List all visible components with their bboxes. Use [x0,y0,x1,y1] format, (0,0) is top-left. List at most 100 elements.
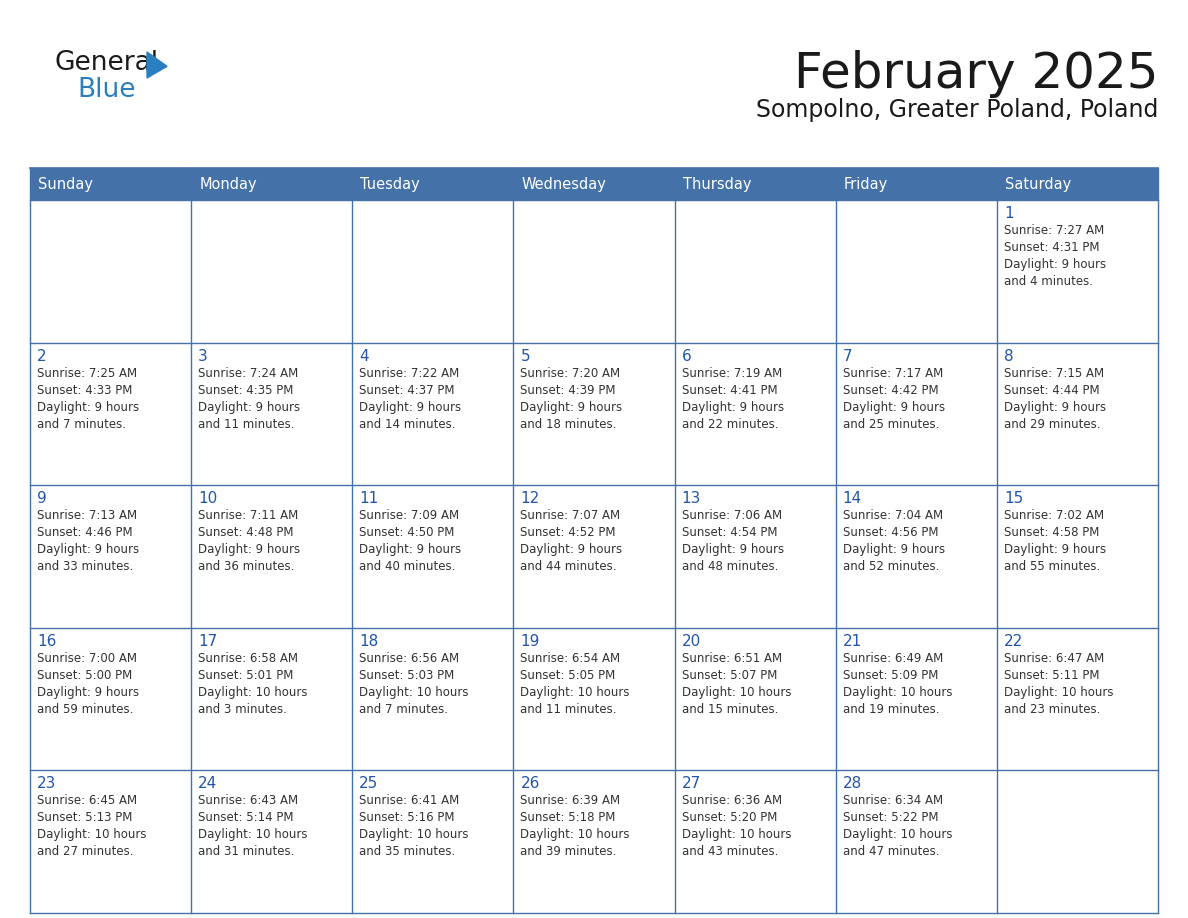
Text: Sunrise: 7:24 AM: Sunrise: 7:24 AM [198,366,298,380]
Text: Sunset: 4:56 PM: Sunset: 4:56 PM [842,526,939,539]
Text: Sunset: 5:20 PM: Sunset: 5:20 PM [682,812,777,824]
Text: Sunset: 5:18 PM: Sunset: 5:18 PM [520,812,615,824]
Text: Sunrise: 7:20 AM: Sunrise: 7:20 AM [520,366,620,380]
Text: and 33 minutes.: and 33 minutes. [37,560,133,573]
Text: Thursday: Thursday [683,176,751,192]
Bar [513,486,675,628]
Text: Daylight: 9 hours: Daylight: 9 hours [682,543,784,556]
Text: Daylight: 9 hours: Daylight: 9 hours [842,400,944,414]
Text: 19: 19 [520,633,539,649]
Text: and 48 minutes.: and 48 minutes. [682,560,778,573]
Text: and 14 minutes.: and 14 minutes. [359,418,456,431]
Bar [353,168,513,200]
Text: Sunrise: 6:43 AM: Sunrise: 6:43 AM [198,794,298,808]
Bar [513,342,675,486]
Text: Sunset: 4:37 PM: Sunset: 4:37 PM [359,384,455,397]
Bar [191,770,353,913]
Text: 20: 20 [682,633,701,649]
Text: 5: 5 [520,349,530,364]
Text: 14: 14 [842,491,862,506]
Text: and 47 minutes.: and 47 minutes. [842,845,940,858]
Text: 12: 12 [520,491,539,506]
Bar [997,628,1158,770]
Text: 1: 1 [1004,206,1013,221]
Bar [835,342,997,486]
Text: Sunrise: 7:11 AM: Sunrise: 7:11 AM [198,509,298,522]
Text: and 7 minutes.: and 7 minutes. [359,703,448,716]
Text: 22: 22 [1004,633,1023,649]
Text: and 25 minutes.: and 25 minutes. [842,418,939,431]
Text: and 52 minutes.: and 52 minutes. [842,560,939,573]
Text: Sunrise: 7:15 AM: Sunrise: 7:15 AM [1004,366,1104,380]
Bar [513,770,675,913]
Bar [513,200,675,342]
Text: Sunset: 5:22 PM: Sunset: 5:22 PM [842,812,939,824]
Text: Sunset: 4:44 PM: Sunset: 4:44 PM [1004,384,1099,397]
Bar [835,628,997,770]
Bar [353,628,513,770]
Text: Daylight: 10 hours: Daylight: 10 hours [520,686,630,699]
Text: Sunset: 5:13 PM: Sunset: 5:13 PM [37,812,132,824]
Text: and 3 minutes.: and 3 minutes. [198,703,287,716]
Text: 11: 11 [359,491,379,506]
Text: Sunset: 5:16 PM: Sunset: 5:16 PM [359,812,455,824]
Text: Sunset: 5:01 PM: Sunset: 5:01 PM [198,669,293,682]
Polygon shape [147,52,168,78]
Text: 4: 4 [359,349,369,364]
Text: Daylight: 9 hours: Daylight: 9 hours [198,543,301,556]
Text: Daylight: 10 hours: Daylight: 10 hours [842,828,953,842]
Text: and 27 minutes.: and 27 minutes. [37,845,133,858]
Text: Sunset: 4:41 PM: Sunset: 4:41 PM [682,384,777,397]
Text: Daylight: 10 hours: Daylight: 10 hours [37,828,146,842]
Bar [30,168,191,200]
Text: 27: 27 [682,777,701,791]
Text: 10: 10 [198,491,217,506]
Text: and 7 minutes.: and 7 minutes. [37,418,126,431]
Text: and 39 minutes.: and 39 minutes. [520,845,617,858]
Text: Sunset: 4:52 PM: Sunset: 4:52 PM [520,526,615,539]
Text: Daylight: 9 hours: Daylight: 9 hours [37,543,139,556]
Text: Daylight: 10 hours: Daylight: 10 hours [1004,686,1113,699]
Text: and 43 minutes.: and 43 minutes. [682,845,778,858]
Bar [675,486,835,628]
Text: Daylight: 10 hours: Daylight: 10 hours [520,828,630,842]
Text: General: General [55,50,159,76]
Text: Daylight: 9 hours: Daylight: 9 hours [682,400,784,414]
Text: and 11 minutes.: and 11 minutes. [520,703,617,716]
Bar [997,770,1158,913]
Text: and 18 minutes.: and 18 minutes. [520,418,617,431]
Bar [997,342,1158,486]
Text: Sunrise: 6:56 AM: Sunrise: 6:56 AM [359,652,460,665]
Text: and 55 minutes.: and 55 minutes. [1004,560,1100,573]
Bar [997,168,1158,200]
Text: Sunrise: 6:45 AM: Sunrise: 6:45 AM [37,794,137,808]
Text: Daylight: 9 hours: Daylight: 9 hours [37,400,139,414]
Text: Sunrise: 6:41 AM: Sunrise: 6:41 AM [359,794,460,808]
Text: 6: 6 [682,349,691,364]
Text: Daylight: 9 hours: Daylight: 9 hours [520,543,623,556]
Text: Daylight: 9 hours: Daylight: 9 hours [1004,400,1106,414]
Text: Saturday: Saturday [1005,176,1072,192]
Text: and 22 minutes.: and 22 minutes. [682,418,778,431]
Text: Daylight: 9 hours: Daylight: 9 hours [359,543,461,556]
Text: Sunset: 5:03 PM: Sunset: 5:03 PM [359,669,455,682]
Text: and 35 minutes.: and 35 minutes. [359,845,455,858]
Text: Sunrise: 7:27 AM: Sunrise: 7:27 AM [1004,224,1104,237]
Text: Daylight: 10 hours: Daylight: 10 hours [842,686,953,699]
Text: 15: 15 [1004,491,1023,506]
Text: and 59 minutes.: and 59 minutes. [37,703,133,716]
Text: 3: 3 [198,349,208,364]
Text: Sunday: Sunday [38,176,93,192]
Text: Daylight: 9 hours: Daylight: 9 hours [1004,543,1106,556]
Text: Sunset: 4:31 PM: Sunset: 4:31 PM [1004,241,1099,254]
Text: and 19 minutes.: and 19 minutes. [842,703,940,716]
Bar [30,628,191,770]
Text: Sunset: 4:46 PM: Sunset: 4:46 PM [37,526,133,539]
Text: Sunset: 5:09 PM: Sunset: 5:09 PM [842,669,939,682]
Text: 8: 8 [1004,349,1013,364]
Bar [30,342,191,486]
Text: Daylight: 9 hours: Daylight: 9 hours [1004,258,1106,271]
Bar [835,168,997,200]
Text: Friday: Friday [843,176,887,192]
Bar [513,168,675,200]
